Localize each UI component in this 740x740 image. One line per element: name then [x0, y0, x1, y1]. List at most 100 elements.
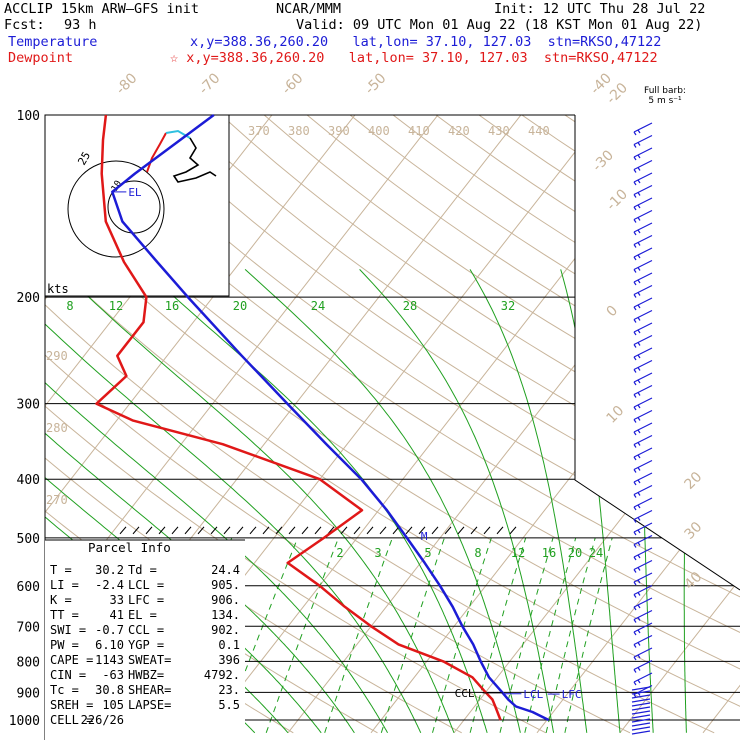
wind-barb-staff	[631, 718, 651, 723]
wind-barb-staff	[633, 447, 653, 458]
freezing-tick	[496, 526, 504, 535]
isotherm-line	[702, 115, 740, 734]
parcel-info-key: Tc =	[50, 683, 79, 697]
isotherm-line	[536, 115, 740, 734]
wind-barb-flag	[637, 454, 641, 459]
wind-barb-staff	[633, 572, 653, 583]
wind-barb-flag	[633, 244, 637, 248]
theta-label: 370	[248, 124, 270, 138]
parcel-info-key: CELL =	[50, 713, 93, 727]
pressure-tick-label: 800	[17, 655, 40, 670]
parcel-info-value: 30.8	[95, 683, 124, 697]
pressure-tick-label: 100	[17, 109, 40, 124]
freezing-tick	[197, 526, 205, 535]
wind-barb-flag	[633, 506, 637, 511]
wind-barb-flag	[637, 554, 641, 559]
mixing-ratio-line	[545, 537, 596, 733]
wind-barb-flag	[637, 679, 641, 684]
wind-barb-flag	[633, 256, 637, 261]
wind-barb-staff	[633, 372, 653, 383]
parcel-info-key: CAPE =	[50, 653, 93, 667]
parcel-info-value: 33	[110, 593, 124, 607]
freezing-tick	[431, 526, 439, 535]
wind-barb-flag	[633, 444, 637, 448]
freezing-tick	[340, 526, 348, 535]
dry-adiabat	[45, 115, 740, 734]
wind-barb-staff	[633, 272, 653, 283]
dry-adiabat	[399, 115, 740, 734]
wind-barb-flag	[633, 369, 637, 373]
freezing-tick	[288, 526, 296, 535]
wind-barb-flag	[633, 219, 637, 223]
dry-adiabat	[45, 115, 715, 734]
parcel-info-key: SREH =	[50, 698, 93, 712]
wind-barb-flag	[633, 669, 637, 673]
wind-barb-flag	[633, 281, 637, 286]
dry-adiabat	[191, 115, 740, 734]
wind-barb-flag	[633, 419, 637, 423]
ccl-marker-label: CCL	[455, 687, 475, 700]
wind-barb-flag	[637, 204, 641, 209]
wind-barb-flag	[633, 319, 637, 323]
wind-barb-staff	[633, 397, 653, 408]
wind-barb-staff	[633, 384, 653, 396]
wind-barb-flag	[637, 267, 641, 271]
pressure-tick-label: 600	[17, 580, 40, 595]
wind-barb-staff	[633, 134, 653, 146]
freezing-tick	[470, 526, 478, 535]
wind-barb-flag	[633, 581, 637, 586]
parcel-info-key: YGP =	[128, 638, 164, 652]
theta-label: 440	[528, 124, 550, 138]
hodograph-units: kts	[47, 282, 69, 296]
wind-barb-flag	[633, 194, 637, 198]
profile-layer: EL M CCL LCL LFC	[95, 113, 581, 722]
wind-barb-flag	[637, 567, 641, 571]
moist-adiabat	[683, 269, 692, 733]
parcel-info-key: LCL =	[128, 578, 164, 592]
wind-barb-staff	[633, 484, 653, 496]
wind-barb-staff	[633, 172, 653, 183]
theta-label: 430	[488, 124, 510, 138]
pressure-tick-label: 900	[17, 686, 40, 701]
wind-barbs	[631, 122, 653, 735]
moist-adiabat	[244, 269, 521, 733]
wind-barb-staff	[631, 710, 651, 715]
isotherm-label: -70	[196, 70, 223, 97]
dry-adiabat	[566, 115, 740, 734]
wind-barb-flag	[633, 431, 637, 436]
moist-adiabat	[45, 269, 389, 734]
theta-label-left: 280	[46, 421, 68, 435]
valid-label: Valid: 09 UTC Mon 01 Aug 22 (18 KST Mon …	[296, 17, 703, 33]
parcel-info-key: LFC =	[128, 593, 164, 607]
freezing-tick	[210, 526, 218, 535]
hodograph-trace-red	[146, 132, 167, 173]
wind-barb-flag	[637, 642, 641, 646]
wind-barb-flag	[633, 519, 637, 523]
parcel-info-value: 23.	[218, 683, 240, 697]
moist-adiabat	[59, 269, 455, 733]
isotherm-line	[45, 115, 319, 734]
dry-adiabat	[733, 115, 740, 734]
parcel-info-key: Td =	[128, 563, 157, 577]
wind-barb-staff	[631, 694, 651, 699]
parcel-info-value: -2.4	[95, 578, 124, 592]
wind-barb-flag	[633, 544, 637, 548]
wind-barb-staff	[633, 534, 653, 546]
parcel-info-value: -63	[102, 668, 124, 682]
mixing-ratio-line	[324, 537, 393, 733]
parcel-info-key: EL =	[128, 608, 157, 622]
mixing-ratio-line	[432, 537, 492, 733]
wind-barb-flag	[637, 617, 641, 621]
moist-adiabat	[45, 269, 422, 734]
freezing-tick	[418, 526, 426, 535]
wind-barb-flag	[637, 242, 641, 246]
isotherm-label: -80	[113, 70, 140, 97]
freezing-tick	[314, 526, 322, 535]
isotherm-label: -10	[604, 186, 631, 213]
wind-barb-flag	[637, 442, 641, 446]
parcel-info-key: SWEAT=	[128, 653, 171, 667]
wind-barb-staff	[633, 584, 653, 596]
parcel-info-key: K =	[50, 593, 72, 607]
parcel-info-value: 134.	[211, 608, 240, 622]
parcel-info-value: 396	[218, 653, 240, 667]
